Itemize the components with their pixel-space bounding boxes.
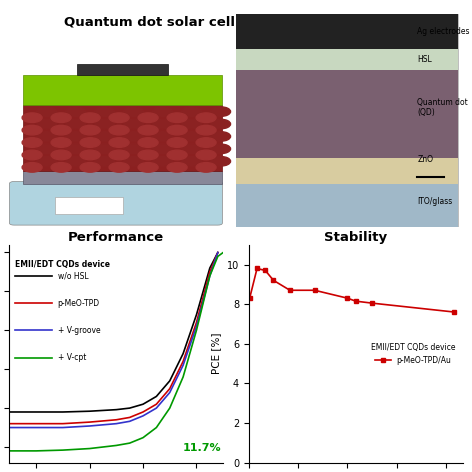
Circle shape <box>196 138 216 147</box>
Text: + V-cpt: + V-cpt <box>58 353 86 362</box>
Circle shape <box>109 126 129 135</box>
Circle shape <box>37 132 57 141</box>
Bar <box>236 14 458 228</box>
Circle shape <box>167 162 187 172</box>
Text: w/o HSL: w/o HSL <box>58 271 88 280</box>
Circle shape <box>152 144 173 154</box>
Circle shape <box>51 138 71 147</box>
Bar <box>236 70 458 158</box>
Text: Quantum dot solar cell: Quantum dot solar cell <box>64 16 235 29</box>
Circle shape <box>152 157 173 166</box>
Bar <box>55 197 123 214</box>
Text: EMII/EDT CQDs device: EMII/EDT CQDs device <box>15 260 110 269</box>
Bar <box>23 105 222 171</box>
Circle shape <box>22 113 42 123</box>
Circle shape <box>109 113 129 123</box>
Circle shape <box>196 113 216 123</box>
Circle shape <box>94 119 115 129</box>
Circle shape <box>66 132 85 141</box>
Circle shape <box>37 107 57 117</box>
Circle shape <box>22 162 42 172</box>
Circle shape <box>66 119 85 129</box>
Circle shape <box>182 144 202 154</box>
Circle shape <box>138 150 158 160</box>
Bar <box>236 14 458 49</box>
Circle shape <box>51 126 71 135</box>
Circle shape <box>211 157 230 166</box>
Circle shape <box>37 157 57 166</box>
Circle shape <box>152 107 173 117</box>
Circle shape <box>167 138 187 147</box>
Circle shape <box>94 144 115 154</box>
Circle shape <box>138 113 158 123</box>
Circle shape <box>138 138 158 147</box>
Circle shape <box>196 150 216 160</box>
Circle shape <box>94 107 115 117</box>
Circle shape <box>80 138 100 147</box>
Circle shape <box>80 113 100 123</box>
Circle shape <box>66 107 85 117</box>
Circle shape <box>182 157 202 166</box>
Text: Ag electrodes: Ag electrodes <box>417 27 470 36</box>
Circle shape <box>94 132 115 141</box>
Circle shape <box>37 119 57 129</box>
Circle shape <box>182 132 202 141</box>
Circle shape <box>109 162 129 172</box>
Circle shape <box>182 119 202 129</box>
Text: + V-groove: + V-groove <box>58 326 100 335</box>
Circle shape <box>211 144 230 154</box>
Title: Stability: Stability <box>324 230 387 244</box>
Circle shape <box>167 113 187 123</box>
Bar <box>236 158 458 184</box>
Bar <box>23 75 222 105</box>
Y-axis label: PCE [%]: PCE [%] <box>211 333 221 374</box>
Circle shape <box>196 162 216 172</box>
Circle shape <box>152 132 173 141</box>
Circle shape <box>124 144 143 154</box>
Bar <box>236 49 458 70</box>
Text: ITO/glass: ITO/glass <box>417 197 453 206</box>
Circle shape <box>109 150 129 160</box>
Circle shape <box>51 162 71 172</box>
Circle shape <box>66 144 85 154</box>
Circle shape <box>196 126 216 135</box>
FancyBboxPatch shape <box>9 182 222 225</box>
Circle shape <box>80 150 100 160</box>
Circle shape <box>124 157 143 166</box>
Circle shape <box>22 138 42 147</box>
Text: HSL: HSL <box>417 55 432 64</box>
Circle shape <box>37 144 57 154</box>
Circle shape <box>167 150 187 160</box>
Circle shape <box>211 132 230 141</box>
Circle shape <box>124 132 143 141</box>
Bar <box>77 64 168 75</box>
Bar <box>236 184 458 228</box>
Bar <box>23 171 222 184</box>
Title: Performance: Performance <box>68 230 164 244</box>
Circle shape <box>211 107 230 117</box>
Circle shape <box>22 150 42 160</box>
Circle shape <box>66 157 85 166</box>
Circle shape <box>152 119 173 129</box>
Text: Quantum dot
(QD): Quantum dot (QD) <box>417 98 468 117</box>
Circle shape <box>124 107 143 117</box>
Circle shape <box>138 126 158 135</box>
Legend: p-MeO-TPD/Au: p-MeO-TPD/Au <box>368 340 459 368</box>
Circle shape <box>51 113 71 123</box>
Text: ZnO: ZnO <box>417 155 433 164</box>
Circle shape <box>167 126 187 135</box>
Circle shape <box>22 126 42 135</box>
Circle shape <box>211 119 230 129</box>
Circle shape <box>109 138 129 147</box>
Circle shape <box>80 162 100 172</box>
Circle shape <box>138 162 158 172</box>
Circle shape <box>94 157 115 166</box>
Circle shape <box>51 150 71 160</box>
Circle shape <box>124 119 143 129</box>
Text: p-MeO-TPD: p-MeO-TPD <box>58 299 100 308</box>
Text: 11.7%: 11.7% <box>183 443 222 453</box>
Circle shape <box>80 126 100 135</box>
Circle shape <box>182 107 202 117</box>
